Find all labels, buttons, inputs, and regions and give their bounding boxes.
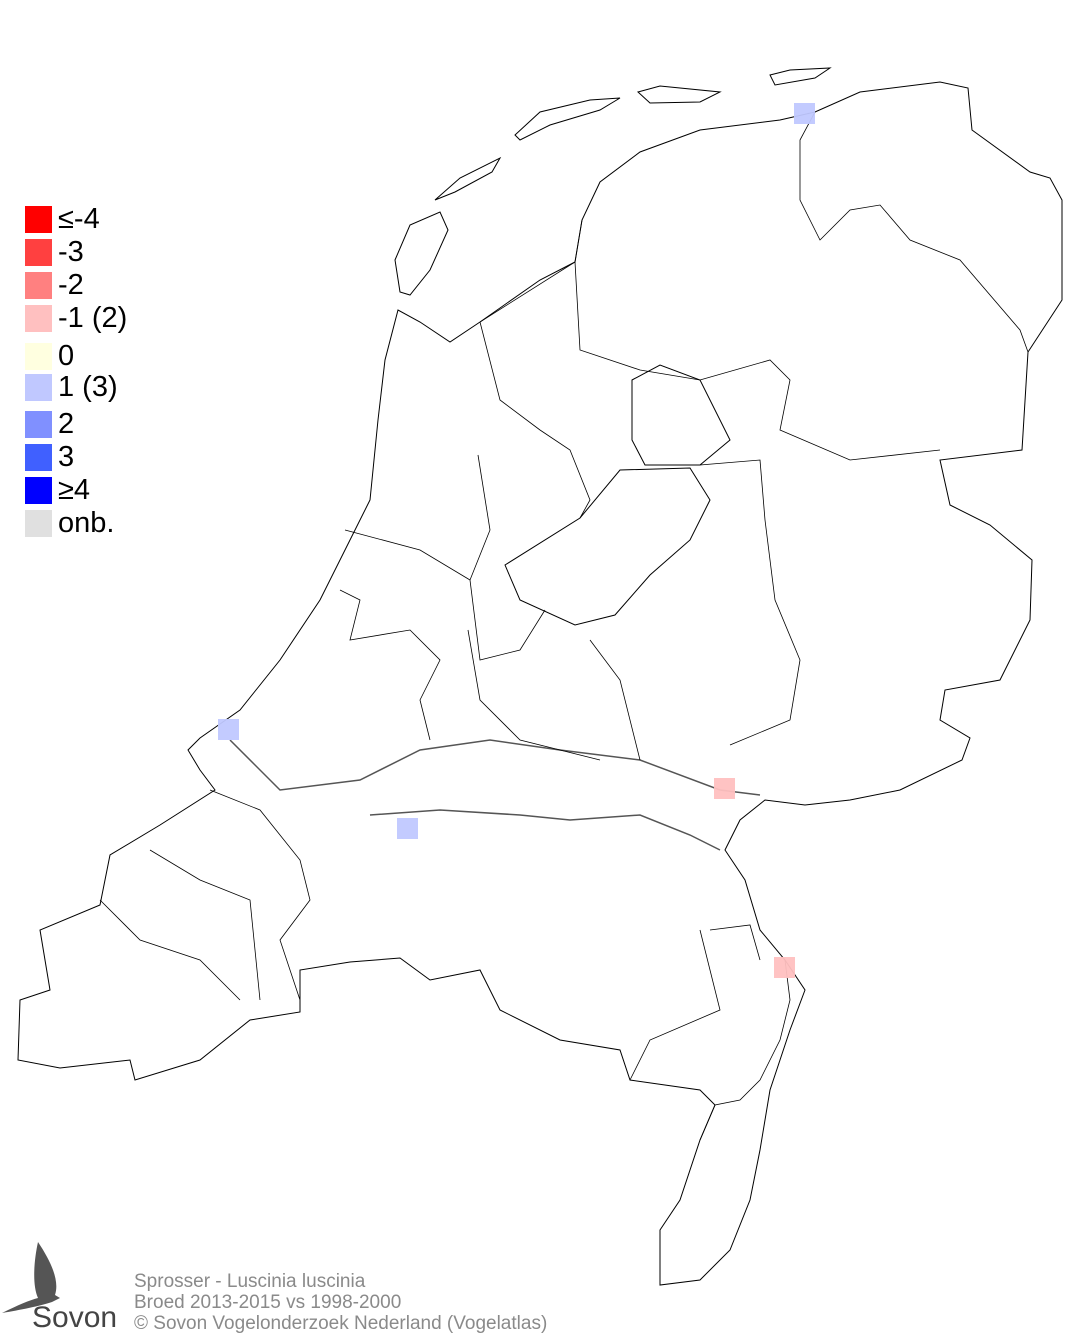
- legend-item: 3: [25, 441, 75, 473]
- species-name: Sprosser - Luscinia luscinia: [134, 1271, 366, 1292]
- mainland-outline: [17, 81, 1063, 1286]
- copyright-text: © Sovon Vogelonderzoek Nederland (Vogela…: [134, 1313, 548, 1334]
- vlieland-island: [434, 156, 502, 201]
- texel-island: [394, 211, 449, 296]
- province-boundary: [467, 629, 761, 1081]
- legend-swatch: [25, 304, 52, 332]
- legend-label: 1 (3): [58, 371, 118, 403]
- legend-item: 2: [25, 408, 75, 440]
- legend-item: -2: [25, 269, 84, 301]
- map-cell: [218, 719, 239, 740]
- province-boundary: [469, 321, 591, 661]
- legend-swatch: [25, 238, 52, 266]
- legend-swatch: [25, 205, 52, 233]
- terschelling-island: [514, 97, 621, 141]
- schiermonnikoog-island: [769, 67, 832, 86]
- legend-label: -2: [58, 269, 84, 301]
- legend-label: onb.: [58, 507, 115, 539]
- legend-label: ≥4: [58, 474, 91, 506]
- legend-swatch: [25, 476, 52, 504]
- logo-text: Sovon: [32, 1301, 117, 1334]
- legend-item: ≤-4: [25, 203, 100, 235]
- province-boundary: [479, 219, 941, 461]
- legend-item: onb.: [25, 507, 115, 539]
- river-rhine-waal: [229, 739, 761, 796]
- map-caption: Sprosser - Luscinia luscinia Broed 2013-…: [134, 1271, 547, 1334]
- legend-label: 2: [58, 408, 75, 440]
- legend-item: -1 (2): [25, 302, 128, 334]
- legend-swatch: [25, 509, 52, 537]
- legend-swatch: [25, 443, 52, 471]
- province-boundary: [99, 789, 311, 1001]
- ameland-island: [636, 85, 722, 104]
- legend-item: ≥4: [25, 474, 91, 506]
- legend-label: 3: [58, 441, 75, 473]
- province-boundary: [699, 459, 801, 746]
- legend-swatch: [25, 271, 52, 299]
- sovon-logo: Sovon: [2, 1242, 117, 1334]
- map-cell: [397, 818, 418, 839]
- legend-label: -3: [58, 236, 84, 268]
- province-boundary: [799, 111, 1029, 353]
- legend-swatch: [25, 410, 52, 438]
- legend-label: -1 (2): [58, 302, 128, 334]
- legend-item: 0: [25, 340, 75, 372]
- legend-swatch: [25, 373, 52, 401]
- legend-label: 0: [58, 340, 75, 372]
- map-cell: [774, 957, 795, 978]
- river-meuse-limburg: [699, 959, 791, 1141]
- map-cell: [714, 778, 735, 799]
- noordoostpolder-outline: [631, 364, 731, 466]
- flevoland-outline: [504, 467, 711, 626]
- map-cell: [794, 103, 815, 124]
- legend-label: ≤-4: [58, 203, 100, 235]
- river-maas: [369, 809, 721, 851]
- swallow-icon: [2, 1242, 60, 1313]
- legend-item: -3: [25, 236, 84, 268]
- legend-swatch: [25, 342, 52, 370]
- legend-item: 1 (3): [25, 371, 118, 403]
- period-text: Broed 2013-2015 vs 1998-2000: [134, 1292, 402, 1313]
- province-boundary: [339, 529, 471, 741]
